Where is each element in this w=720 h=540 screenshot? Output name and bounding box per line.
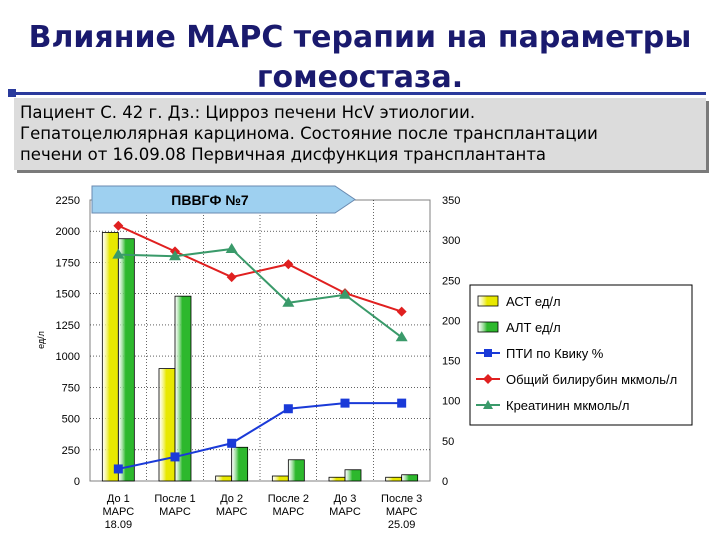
series-line	[118, 247, 403, 339]
title-rule	[14, 92, 706, 95]
y-right-tick-label: 150	[442, 356, 460, 368]
bar-ast	[328, 476, 346, 482]
y-left-tick-label: 1500	[56, 289, 80, 301]
slide-title: Влияние МАРС терапии на параметры гомеос…	[0, 18, 720, 98]
y-left-tick-label: 750	[62, 382, 80, 394]
y-left-tick-label: 2000	[56, 226, 80, 238]
y-right-tick-label: 250	[442, 275, 460, 287]
series-line	[118, 402, 402, 470]
legend-entry-label: АСТ ед/л	[506, 294, 561, 309]
x-tick-label: После 1	[154, 493, 195, 505]
title-rule-marker	[8, 89, 16, 97]
series-marker	[283, 259, 294, 270]
x-tick-label: До 1	[107, 493, 130, 505]
x-tick-label: 25.09	[388, 519, 416, 531]
y-right-tick-label: 300	[442, 235, 460, 247]
series-marker	[227, 438, 237, 448]
series-marker	[225, 242, 238, 253]
y-right-tick-label: 200	[442, 315, 460, 327]
legend-marker	[483, 400, 493, 409]
x-tick-label: 18.09	[105, 519, 133, 531]
y-left-tick-label: 500	[62, 414, 80, 426]
patient-info-text: Пациент С. 42 г. Дз.: Цирроз печени HcV …	[20, 102, 704, 165]
series-marker	[169, 250, 181, 261]
bar-alt	[344, 469, 362, 482]
legend-entry-label: Креатинин мкмоль/л	[506, 398, 630, 413]
slide-title-line-1: Влияние МАРС терапии на параметры	[28, 20, 692, 55]
series-marker	[282, 296, 295, 307]
legend-entry-label: АЛТ ед/л	[506, 320, 561, 335]
y-left-tick-label: 0	[74, 476, 80, 488]
series-line	[117, 224, 402, 313]
series-marker	[397, 398, 407, 408]
series-marker	[170, 452, 180, 462]
slide-title-line-2: гомеостаза.	[256, 60, 464, 95]
legend-marker	[484, 349, 492, 357]
patient-info-box: Пациент С. 42 г. Дз.: Цирроз печени HcV …	[14, 98, 706, 170]
bar-ast	[101, 232, 119, 482]
y-left-tick-label: 1750	[56, 257, 80, 269]
bar-ast	[271, 475, 289, 482]
x-tick-label: МАРС	[102, 506, 134, 518]
x-tick-label: До 3	[334, 493, 357, 505]
x-tick-label: До 2	[220, 493, 243, 505]
series-marker	[112, 248, 125, 259]
y-left-tick-label: 1250	[56, 320, 80, 332]
series-marker	[113, 464, 123, 474]
series-marker	[339, 288, 351, 299]
series-marker	[396, 306, 407, 317]
patient-info-line-2: Гепатоцелюлярная карцинома. Состояние по…	[20, 124, 598, 143]
legend-swatch	[477, 295, 499, 307]
y-axis-label: ед/л	[36, 331, 46, 349]
y-right-tick-label: 50	[442, 436, 454, 448]
x-tick-label: После 2	[268, 493, 309, 505]
y-right-tick-label: 350	[442, 195, 460, 207]
series-marker	[113, 220, 124, 231]
patient-info-line-1: Пациент С. 42 г. Дз.: Цирроз печени HcV …	[20, 103, 476, 122]
series-marker	[226, 272, 237, 283]
bar-alt	[287, 459, 305, 482]
legend-marker	[483, 374, 493, 384]
bar-ast	[215, 475, 233, 482]
bar-alt	[231, 446, 249, 482]
legend-entry-label: Общий билирубин мкмоль/л	[506, 372, 677, 387]
x-tick-label: МАРС	[159, 506, 191, 518]
x-tick-label: МАРС	[386, 506, 418, 518]
callout-label: ПВВГФ №7	[171, 192, 249, 208]
bar-ast	[158, 368, 176, 482]
patient-info-line-3: печени от 16.09.08 Первичная дисфункция …	[20, 145, 547, 164]
x-tick-label: МАРС	[272, 506, 304, 518]
x-tick-label: МАРС	[216, 506, 248, 518]
legend-entry-label: ПТИ по Квику %	[506, 346, 604, 361]
legend-box	[469, 284, 693, 426]
bar-ast	[385, 476, 403, 482]
series-marker	[283, 404, 293, 414]
legend-swatch	[477, 321, 499, 333]
y-left-tick-label: 1000	[56, 351, 80, 363]
series-marker	[395, 331, 408, 342]
x-tick-label: После 3	[381, 493, 422, 505]
y-right-tick-label: 0	[442, 476, 448, 488]
bar-alt	[401, 474, 419, 482]
x-tick-label: МАРС	[329, 506, 361, 518]
callout-arrow	[91, 185, 356, 214]
series-marker	[340, 398, 350, 408]
y-right-tick-label: 100	[442, 396, 460, 408]
y-left-tick-label: 250	[62, 445, 80, 457]
bar-alt	[117, 238, 135, 482]
y-left-tick-label: 2250	[56, 195, 80, 207]
bar-alt	[174, 295, 192, 482]
